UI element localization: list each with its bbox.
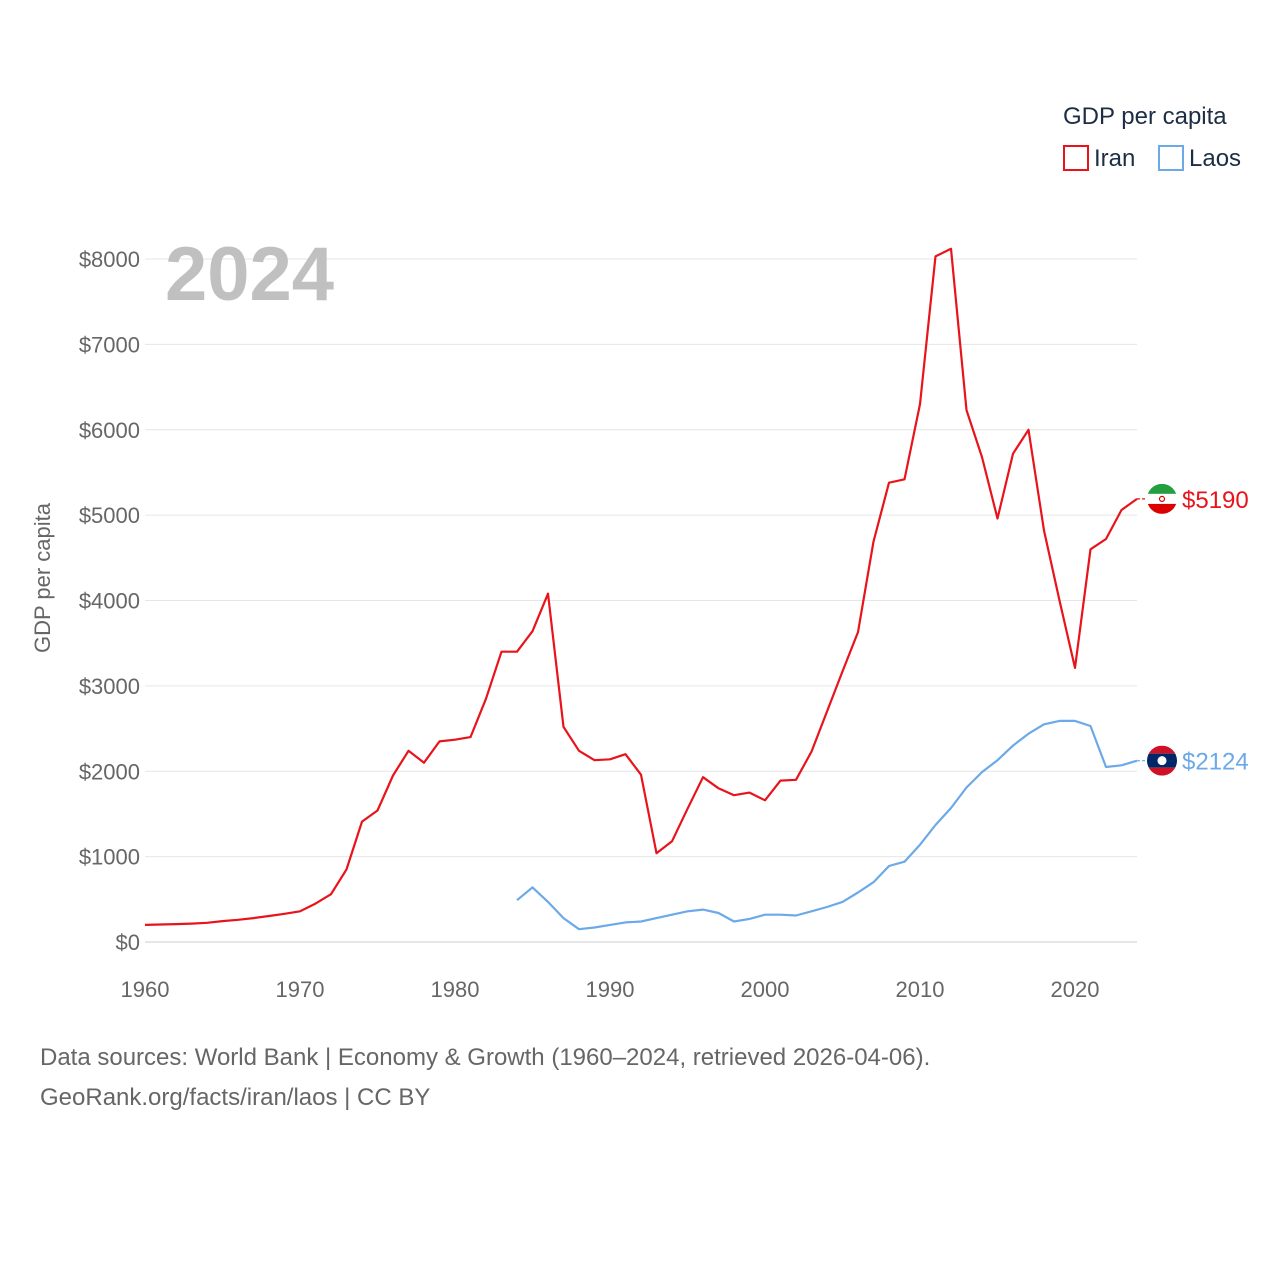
y-tick-label: $4000 bbox=[79, 589, 140, 614]
legend-title: GDP per capita bbox=[1063, 103, 1227, 130]
year-label: 2024 bbox=[165, 232, 334, 317]
footer-sources: Data sources: World Bank | Economy & Gro… bbox=[40, 1044, 931, 1071]
x-tick-label: 2010 bbox=[896, 977, 945, 1002]
x-tick-label: 1990 bbox=[586, 977, 635, 1002]
x-tick-label: 1980 bbox=[431, 977, 480, 1002]
x-axis-ticks: 1960 1970 1980 1990 2000 2010 2020 bbox=[121, 977, 1100, 1002]
footer-attribution[interactable]: GeoRank.org/facts/iran/laos | CC BY bbox=[40, 1084, 431, 1111]
y-axis-label: GDP per capita bbox=[30, 502, 55, 653]
y-tick-label: $3000 bbox=[79, 674, 140, 699]
end-value-label-laos: $2124 bbox=[1182, 749, 1249, 776]
legend-label-laos[interactable]: Laos bbox=[1189, 145, 1241, 172]
end-value-label-iran: $5190 bbox=[1182, 487, 1249, 514]
y-tick-label: $2000 bbox=[79, 759, 140, 784]
legend-label-iran[interactable]: Iran bbox=[1094, 145, 1135, 172]
x-tick-label: 2000 bbox=[741, 977, 790, 1002]
y-tick-label: $1000 bbox=[79, 845, 140, 870]
gridlines bbox=[145, 258, 1137, 943]
series-line-laos[interactable] bbox=[516, 719, 1138, 931]
x-tick-label: 1970 bbox=[276, 977, 325, 1002]
laos-flag-icon bbox=[1147, 745, 1177, 776]
legend: GDP per capita Iran Laos bbox=[1063, 103, 1241, 172]
series-lines bbox=[144, 247, 1138, 931]
iran-flag-icon bbox=[1147, 483, 1177, 514]
x-tick-label: 1960 bbox=[121, 977, 170, 1002]
y-tick-label: $6000 bbox=[79, 418, 140, 443]
legend-swatch-laos[interactable] bbox=[1158, 145, 1184, 171]
y-tick-label: $7000 bbox=[79, 332, 140, 357]
y-axis-ticks: $0 $1000 $2000 $3000 $4000 $5000 $6000 $7000 $80… bbox=[79, 247, 140, 955]
series-line-iran[interactable] bbox=[144, 247, 1138, 926]
legend-swatch-iran[interactable] bbox=[1063, 145, 1089, 171]
y-tick-label: $8000 bbox=[79, 247, 140, 272]
y-tick-label: $0 bbox=[116, 930, 140, 955]
x-tick-label: 2020 bbox=[1051, 977, 1100, 1002]
end-markers: $5190 $2124 bbox=[1137, 483, 1249, 776]
y-tick-label: $5000 bbox=[79, 503, 140, 528]
